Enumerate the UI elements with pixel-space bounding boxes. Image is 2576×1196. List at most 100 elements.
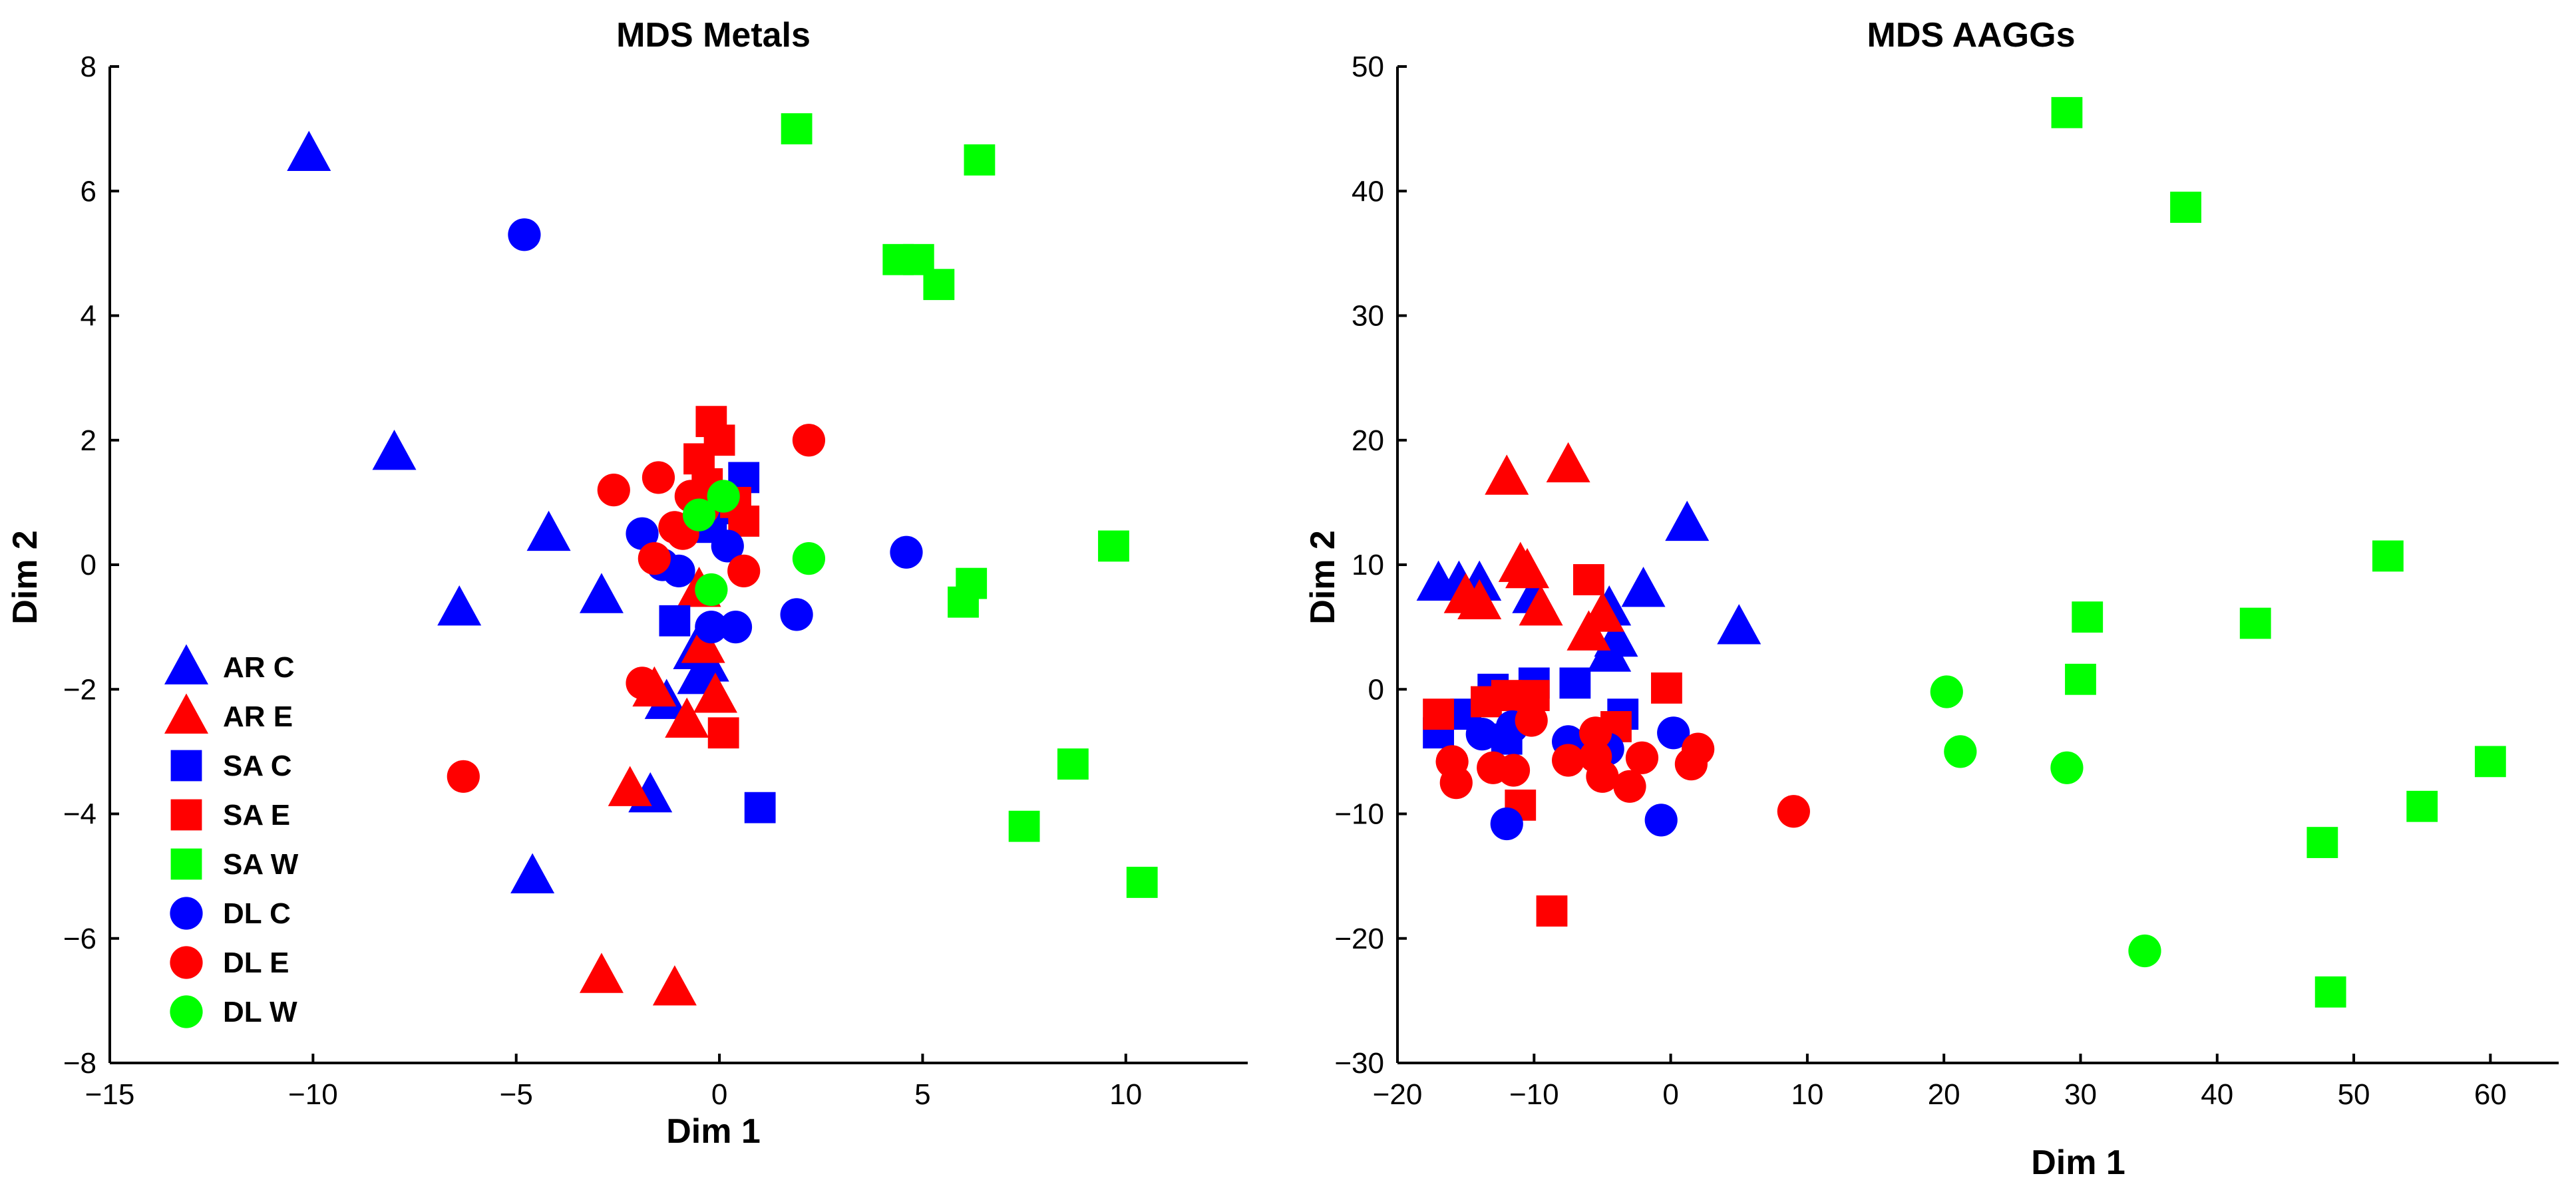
data-point	[1621, 566, 1666, 607]
data-point	[579, 953, 624, 993]
data-point	[2051, 96, 2083, 128]
data-point	[719, 611, 753, 644]
data-point	[2372, 540, 2404, 572]
data-point	[1552, 744, 1585, 777]
legend-marker	[170, 946, 203, 979]
y-tick-label: 50	[1352, 51, 1384, 83]
data-point	[744, 792, 776, 823]
data-point	[652, 965, 697, 1006]
data-point	[1126, 867, 1158, 898]
data-point	[695, 573, 728, 607]
data-point	[781, 113, 813, 145]
data-point	[659, 605, 691, 637]
data-point	[1423, 698, 1454, 730]
legend-item: SA C	[170, 750, 292, 782]
data-point	[2474, 746, 2506, 778]
series-dl-e	[1435, 704, 1810, 828]
x-tick-label: −10	[1509, 1078, 1559, 1111]
data-point	[2406, 790, 2438, 822]
x-axis-label: Dim 1	[2031, 1143, 2125, 1182]
data-point	[1559, 667, 1591, 699]
legend-label: DL C	[223, 897, 291, 930]
data-point	[1505, 547, 1550, 589]
data-point	[1586, 760, 1619, 793]
data-point	[662, 554, 695, 587]
data-point	[437, 585, 482, 626]
data-point	[1625, 741, 1659, 774]
data-point	[792, 542, 826, 575]
legend-item: DL W	[170, 995, 297, 1028]
data-point	[1485, 454, 1529, 495]
series-ar-c	[287, 130, 729, 893]
series-dl-e	[447, 424, 826, 793]
data-point	[1457, 579, 1502, 620]
series-dl-w	[1930, 675, 2161, 968]
legend-label: SA E	[223, 799, 290, 831]
data-point	[1497, 754, 1531, 787]
x-tick-label: −5	[500, 1078, 533, 1111]
data-point	[780, 598, 813, 631]
data-point	[1587, 631, 1632, 672]
data-point	[792, 424, 826, 457]
series-sa-e	[1423, 564, 1682, 927]
x-tick-label: −10	[288, 1078, 338, 1111]
legend-label: DL E	[223, 947, 289, 979]
chart-title: MDS AAGGs	[1867, 16, 2076, 55]
data-point	[1471, 686, 1502, 718]
data-point	[727, 554, 761, 587]
x-tick-label: −20	[1373, 1078, 1423, 1111]
data-point	[642, 461, 675, 494]
ticks: −8 −6 −4 −2 0 2 4 6 8 −15 −10 −5 0 5 10	[63, 51, 1142, 1111]
data-point	[681, 623, 725, 663]
data-point	[2314, 976, 2346, 1008]
data-point	[1519, 585, 1563, 626]
data-point	[1665, 500, 1710, 541]
legend-label: DL W	[223, 996, 297, 1028]
series-dl-c	[1465, 710, 1690, 841]
data-point	[693, 673, 737, 713]
data-point	[890, 535, 923, 569]
data-point	[711, 529, 744, 563]
data-point	[1579, 716, 1612, 750]
legend-label: AR C	[223, 651, 295, 684]
legend-marker	[164, 693, 208, 734]
data-point	[608, 766, 652, 806]
data-point	[1682, 732, 1715, 766]
data-point	[372, 429, 417, 470]
legend-marker	[170, 848, 202, 880]
legend-marker	[170, 995, 203, 1028]
y-tick-label: −8	[63, 1047, 96, 1080]
legend-item: AR C	[164, 644, 295, 684]
y-tick-label: 2	[81, 424, 96, 457]
data-point	[665, 697, 709, 738]
data-point	[1465, 718, 1499, 751]
data-point	[287, 130, 331, 171]
data-point	[1651, 672, 1682, 704]
x-tick-label: 40	[2201, 1078, 2233, 1111]
data-point	[707, 717, 739, 749]
chart-title: MDS Metals	[616, 16, 811, 55]
data-point	[638, 542, 671, 575]
data-point	[2239, 607, 2271, 639]
data-point	[1573, 564, 1604, 595]
y-tick-label: 30	[1352, 300, 1384, 333]
legend-item: AR E	[164, 693, 293, 734]
data-point	[964, 144, 996, 176]
y-tick-label: 4	[81, 300, 96, 333]
data-point	[1057, 748, 1089, 780]
x-tick-label: 10	[1109, 1078, 1142, 1111]
data-point	[1580, 591, 1624, 632]
data-point	[1944, 735, 1977, 768]
data-point	[1546, 442, 1590, 483]
data-point	[1008, 810, 1040, 842]
y-tick-label: −2	[63, 673, 96, 706]
data-point	[1098, 530, 1129, 562]
legend-item: DL E	[170, 946, 289, 979]
data-point	[2128, 934, 2161, 968]
x-tick-label: 60	[2474, 1078, 2507, 1111]
legend-label: SA C	[223, 750, 292, 782]
chart-mds-metals: MDS Metals Dim 1 Dim 2 −8−6−4−202468−15−…	[6, 16, 1248, 1151]
y-tick-label: 8	[81, 51, 96, 83]
data-marks	[1416, 96, 2506, 1008]
